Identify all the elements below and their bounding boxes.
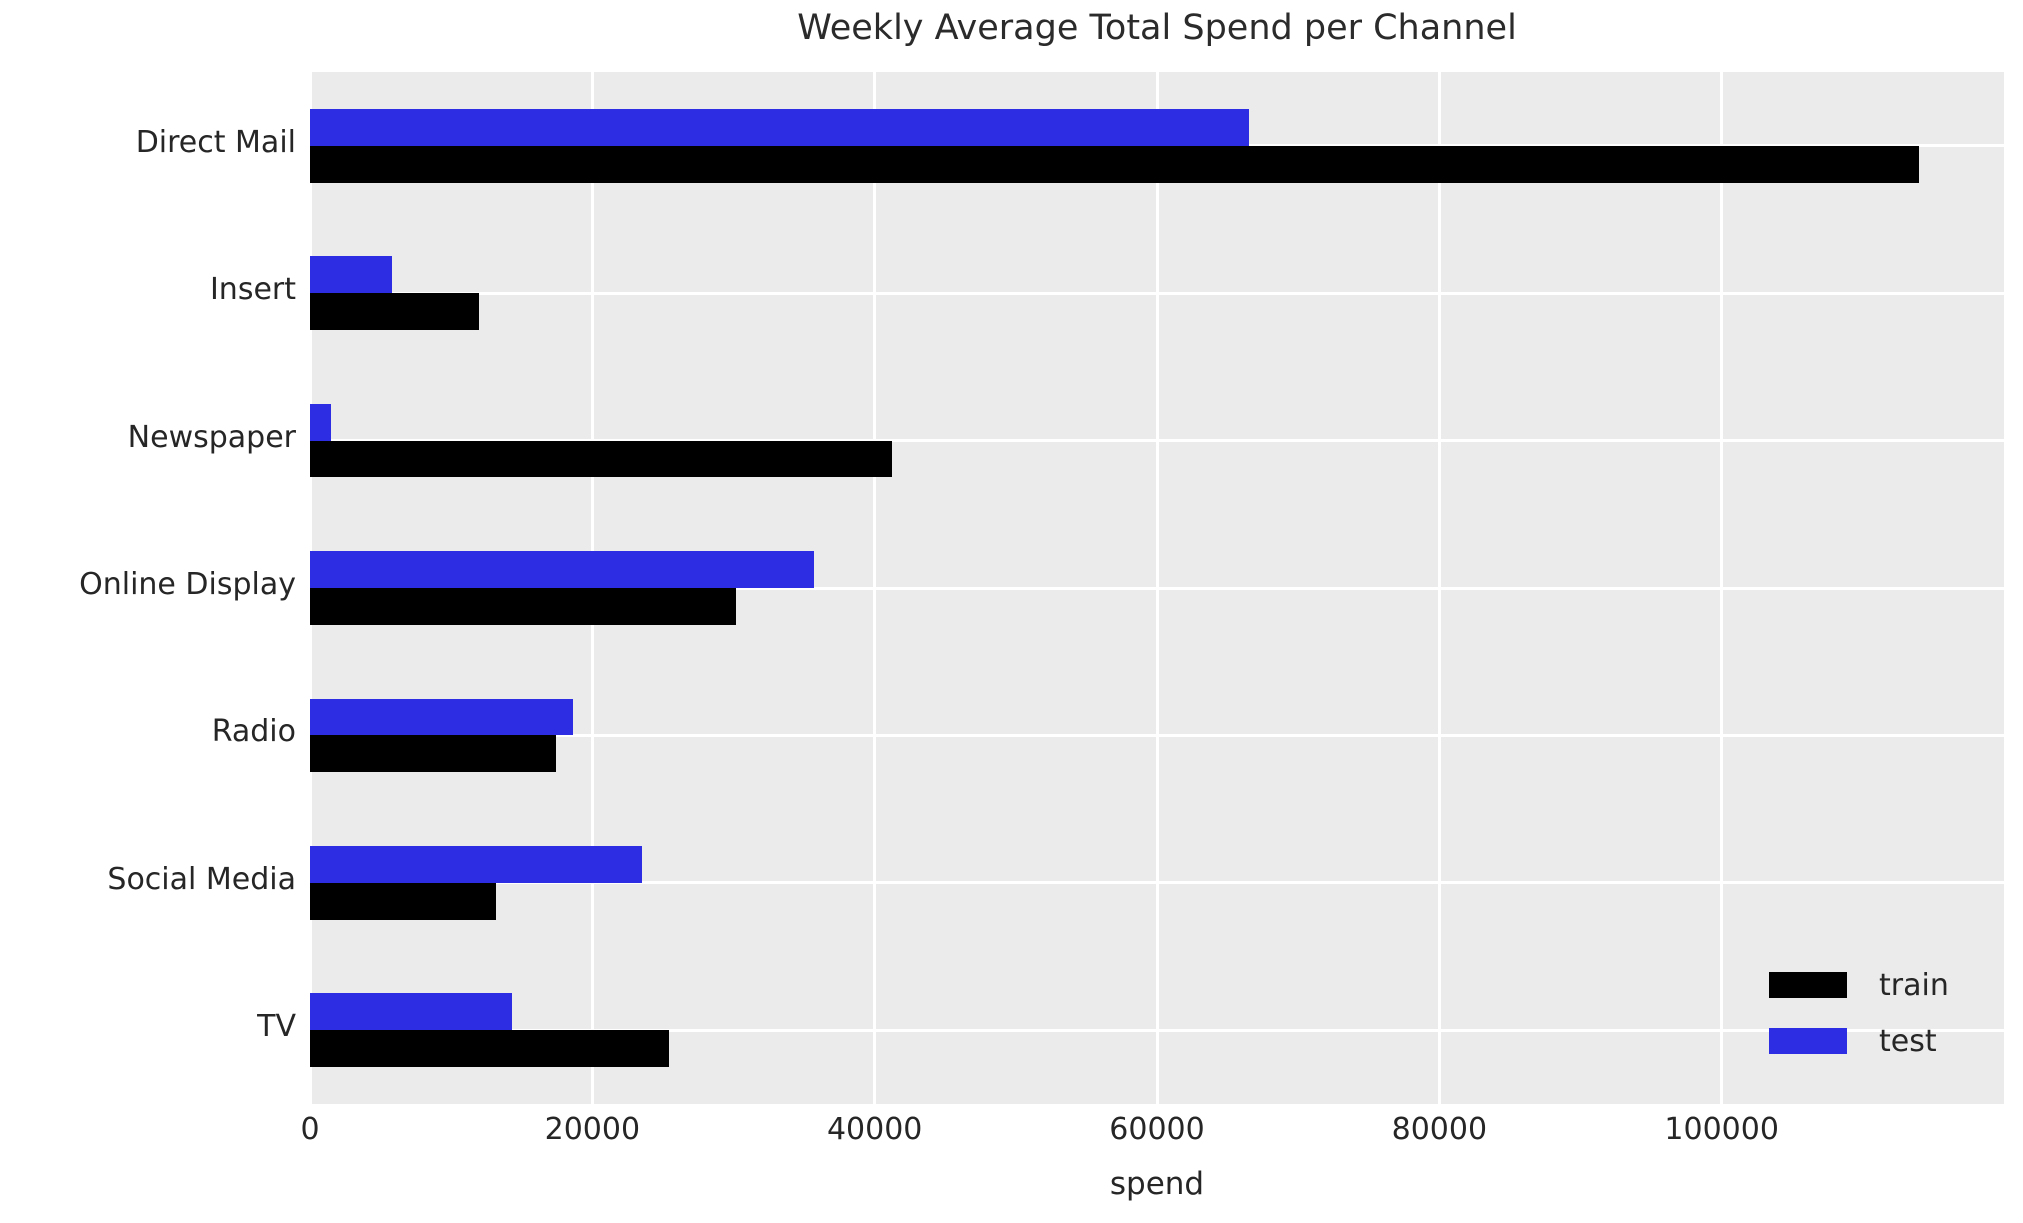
bar-test-tv — [310, 993, 512, 1031]
legend: train test — [1769, 968, 1949, 1084]
y-tick-label-insert: Insert — [209, 272, 296, 308]
bar-train-tv — [310, 1030, 669, 1068]
bar-test-direct-mail — [310, 108, 1249, 146]
bar-train-social-media — [310, 882, 497, 920]
x-tick-label-20000: 20000 — [544, 1112, 641, 1147]
x-tick-label-100000: 100000 — [1664, 1112, 1779, 1147]
bar-test-newspaper — [310, 403, 332, 441]
bar-test-social-media — [310, 846, 642, 883]
y-tick-label-online-display: Online Display — [79, 567, 296, 602]
x-tick-label-80000: 80000 — [1391, 1112, 1488, 1147]
gridline-horizontal — [310, 881, 2004, 885]
x-tick-label-0: 0 — [300, 1112, 320, 1147]
y-tick-label-tv: TV — [257, 1009, 296, 1045]
legend-swatch-train — [1769, 972, 1847, 998]
chart-title: Weekly Average Total Spend per Channel — [797, 8, 1517, 48]
x-tick-label-60000: 60000 — [1109, 1112, 1205, 1147]
legend-label-train: train — [1879, 967, 1949, 1003]
gridline-horizontal — [310, 586, 2004, 590]
gridline-horizontal — [310, 291, 2004, 295]
legend-item-train: train — [1769, 968, 1949, 1003]
bar-test-online-display — [310, 551, 814, 588]
legend-item-test: test — [1769, 1024, 1949, 1059]
bar-train-online-display — [310, 588, 737, 625]
bar-train-radio — [310, 735, 556, 773]
gridline-horizontal — [310, 733, 2004, 737]
y-tick-label-social-media: Social Media — [107, 861, 296, 897]
x-axis-title: spend — [1109, 1166, 1205, 1202]
bar-train-newspaper — [310, 440, 892, 478]
gridline-horizontal — [310, 439, 2004, 443]
plot-area — [310, 72, 2004, 1104]
legend-label-test: test — [1879, 1023, 1937, 1059]
legend-swatch-test — [1769, 1028, 1847, 1054]
bar-train-insert — [310, 293, 480, 330]
bar-train-direct-mail — [310, 145, 1920, 183]
bar-test-insert — [310, 256, 392, 294]
gridline-horizontal — [310, 1028, 2004, 1032]
bar-test-radio — [310, 698, 573, 736]
x-tick-label-40000: 40000 — [826, 1112, 923, 1147]
y-tick-label-direct-mail: Direct Mail — [135, 124, 296, 160]
y-tick-label-radio: Radio — [211, 714, 296, 750]
y-tick-label-newspaper: Newspaper — [127, 419, 296, 455]
